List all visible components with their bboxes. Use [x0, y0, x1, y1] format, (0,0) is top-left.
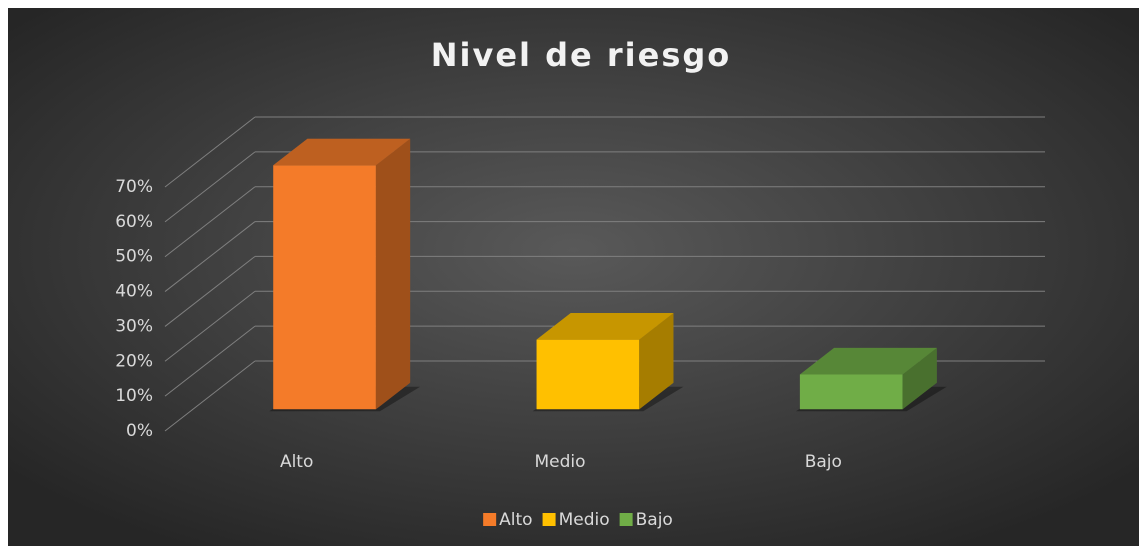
legend-label: Alto [499, 510, 532, 530]
bar-front [273, 165, 376, 410]
legend: Alto Medio Bajo [483, 510, 673, 530]
bar-front [536, 339, 640, 410]
bar-side [639, 312, 674, 410]
x-tick-label: Alto [280, 452, 313, 472]
grid-line-side [164, 325, 256, 397]
bar-top [536, 312, 674, 340]
bar-side [375, 138, 411, 410]
y-tick-label: 50% [115, 247, 153, 267]
legend-label: Medio [559, 510, 610, 530]
y-tick-label: 30% [115, 316, 153, 336]
bar-top-shade [273, 138, 411, 166]
legend-swatch [542, 513, 556, 526]
grid-line-side [164, 221, 256, 292]
y-tick-label: 20% [115, 351, 153, 371]
y-tick-label: 40% [115, 282, 153, 302]
bar-top-shade [799, 347, 937, 375]
y-tick-label: 70% [115, 177, 153, 197]
bar-side-shade [902, 347, 937, 410]
bar-top [799, 347, 937, 375]
legend-label: Bajo [636, 510, 673, 530]
chart-title: Nivel de riesgo [431, 36, 732, 74]
x-tick-label: Medio [534, 452, 585, 472]
x-tick-label: Bajo [805, 452, 842, 472]
y-tick-label: 60% [115, 212, 153, 232]
grid-line-side [164, 360, 256, 432]
grid-line-side [164, 151, 256, 223]
chart-background [8, 8, 1139, 546]
y-tick-label: 0% [126, 421, 153, 441]
grid-line-side [164, 186, 256, 258]
y-tick-label: 10% [115, 386, 153, 406]
legend-swatch [483, 513, 497, 526]
grid-line-side [164, 290, 256, 362]
grid-line-side [164, 256, 256, 327]
grid-line-side [164, 116, 256, 188]
bar-side-shade [375, 138, 411, 410]
bar-side [902, 347, 937, 410]
bar-top-shade [536, 312, 674, 340]
bar-side-shade [639, 312, 674, 410]
legend-swatch [619, 513, 633, 526]
bar-top [273, 138, 411, 166]
bar-front [799, 374, 903, 410]
